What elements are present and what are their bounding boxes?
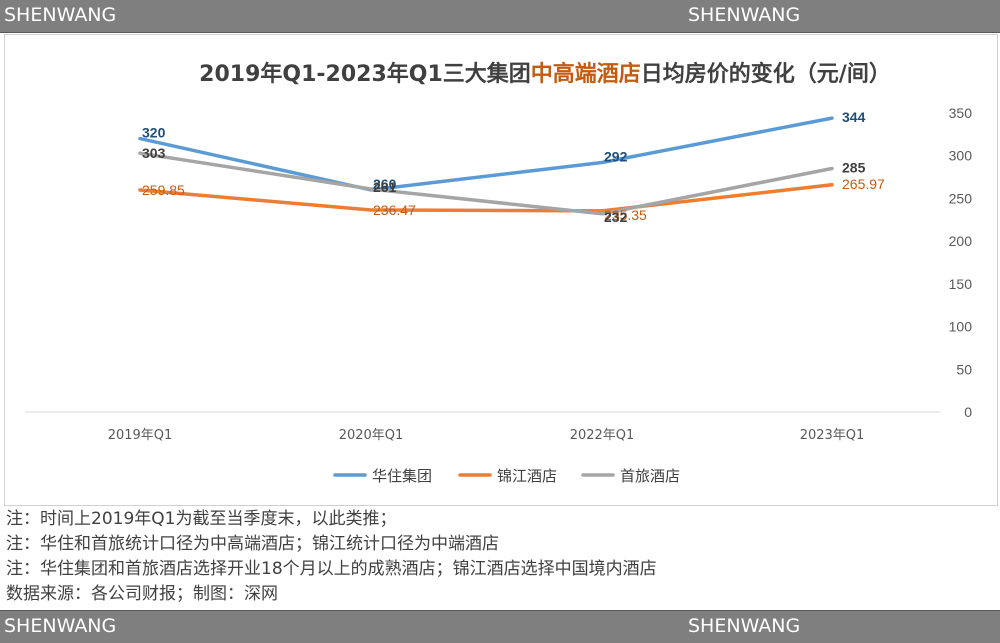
data-label: 320	[142, 125, 166, 141]
note-line-1: 注：时间上2019年Q1为截至当季度末，以此类推；	[6, 509, 397, 529]
x-tick-label: 2019年Q1	[108, 428, 173, 443]
chart-title-part: 2019年Q1-2023年Q1三大集团	[199, 61, 531, 87]
chart-title-part: 中高端酒店	[531, 61, 641, 87]
note-line-2: 注：华住和首旅统计口径为中高端酒店；锦江统计口径为中端酒店	[6, 534, 499, 554]
y-tick-label: 100	[949, 319, 973, 335]
header-bar: SHENWANG SHENWANG	[0, 0, 1000, 33]
watermark-left: SHENWANG	[4, 615, 117, 637]
data-label: 303	[142, 145, 166, 161]
line-chart: 2019年Q1-2023年Q1三大集团中高端酒店日均房价的变化（元/间） 0 50 1…	[25, 61, 973, 485]
data-label: 232	[604, 209, 628, 225]
watermark-right: SHENWANG	[688, 4, 801, 26]
watermark-left: SHENWANG	[4, 4, 117, 26]
watermark-right: SHENWANG	[688, 615, 801, 637]
chart-title-part: 日均房价的变化（元/间）	[641, 61, 891, 87]
legend-label: 华住集团	[372, 467, 432, 485]
chart-area: 2019年Q1-2023年Q1三大集团中高端酒店日均房价的变化（元/间） 0 50 1…	[4, 34, 998, 506]
notes: 注：时间上2019年Q1为截至当季度末，以此类推； 注：华住和首旅统计口径为中高…	[6, 507, 657, 607]
series-line-2	[138, 183, 834, 213]
y-tick-label: 250	[949, 190, 973, 206]
x-tick-label: 2023年Q1	[800, 428, 865, 443]
data-label: 236.47	[373, 202, 416, 218]
y-tick-label: 350	[949, 105, 973, 121]
series-line-3	[138, 151, 834, 216]
data-label: 259.85	[142, 182, 185, 198]
legend-label: 首旅酒店	[620, 467, 680, 485]
series-line-1	[138, 116, 834, 192]
data-label: 261	[373, 179, 397, 195]
y-tick-label: 50	[956, 361, 972, 377]
data-label: 235.35	[604, 207, 647, 223]
note-line-3: 注：华住集团和首旅酒店选择开业18个月以上的成熟酒店；锦江酒店选择中国境内酒店	[6, 559, 657, 579]
x-tick-label: 2020年Q1	[339, 428, 404, 443]
y-tick-label: 0	[964, 404, 972, 420]
data-label: 265.97	[842, 176, 885, 192]
data-label: 292	[604, 149, 628, 165]
y-tick-label: 200	[949, 233, 973, 249]
data-label: 260	[373, 176, 397, 192]
x-tick-label: 2022年Q1	[570, 428, 635, 443]
footer-bar: SHENWANG SHENWANG	[0, 610, 1000, 643]
data-label: 344	[842, 109, 866, 125]
chart-title: 2019年Q1-2023年Q1三大集团中高端酒店日均房价的变化（元/间）	[199, 61, 891, 87]
legend-label: 锦江酒店	[497, 467, 557, 485]
source-line: 数据来源：各公司财报；制图：深网	[6, 584, 278, 604]
y-tick-label: 150	[949, 276, 973, 292]
y-tick-label: 300	[949, 148, 973, 164]
data-label: 285	[842, 160, 866, 176]
